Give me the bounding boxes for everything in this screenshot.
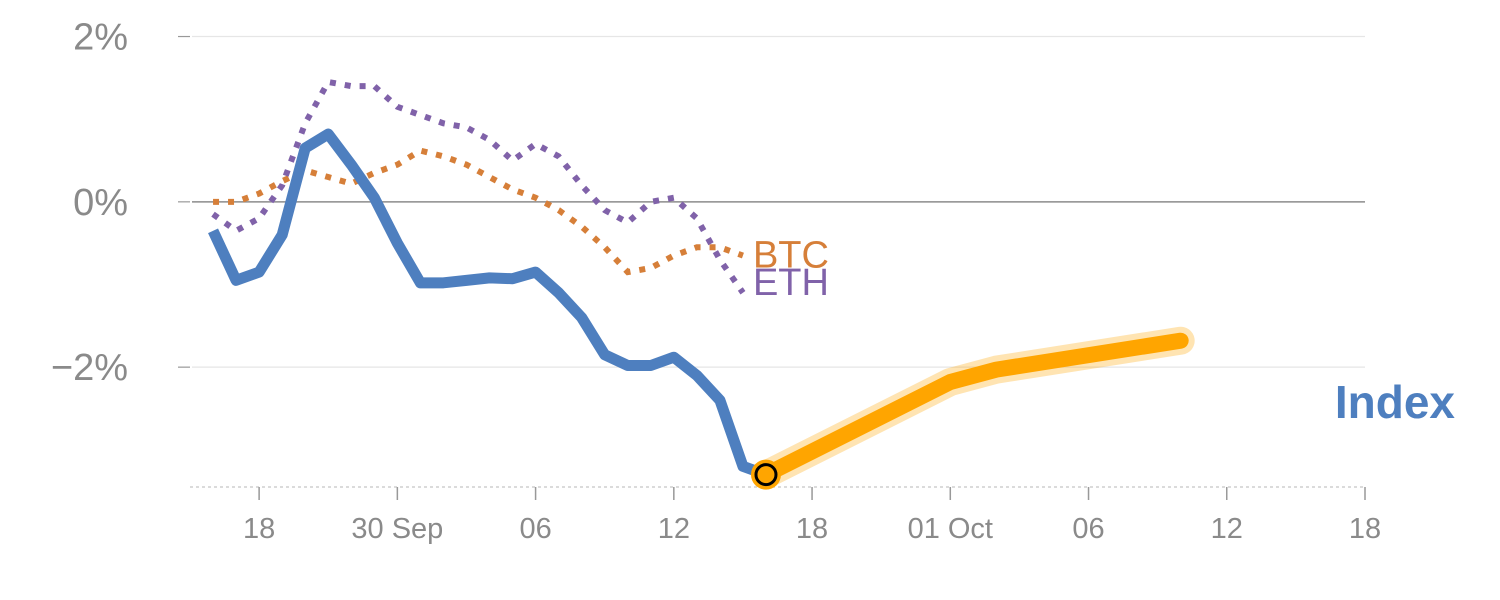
index-line [208,128,768,480]
eth-line [211,78,746,295]
forecast-glow [751,326,1195,489]
markers [750,459,781,490]
y-tick-label: −2% [51,347,128,389]
x-tick-label: 12 [1211,513,1243,545]
x-tick-label: 18 [796,513,828,545]
x-tick-label: 06 [519,513,551,545]
x-tick-label: 06 [1072,513,1104,545]
grid-lines [192,35,1365,368]
y-tick-label: 2% [73,17,128,59]
btc-label: BTC [753,235,829,277]
x-tick-labels: 18 30 Sep 06 12 18 01 Oct 06 12 18 [243,487,1381,545]
x-tick-label: 12 [658,513,690,545]
junction-marker [754,463,778,487]
y-axis: 2% 0% −2% [51,17,190,389]
forecast-line [757,332,1189,483]
x-tick-label: 18 [1349,513,1381,545]
index-label: Index [1335,376,1456,428]
series-lines [208,78,1195,489]
y-tick-label: 0% [73,182,128,224]
x-tick-label: 01 Oct [908,513,993,545]
x-tick-label: 30 Sep [351,513,443,545]
x-tick-label: 18 [243,513,275,545]
eth-label: ETH [753,262,829,304]
